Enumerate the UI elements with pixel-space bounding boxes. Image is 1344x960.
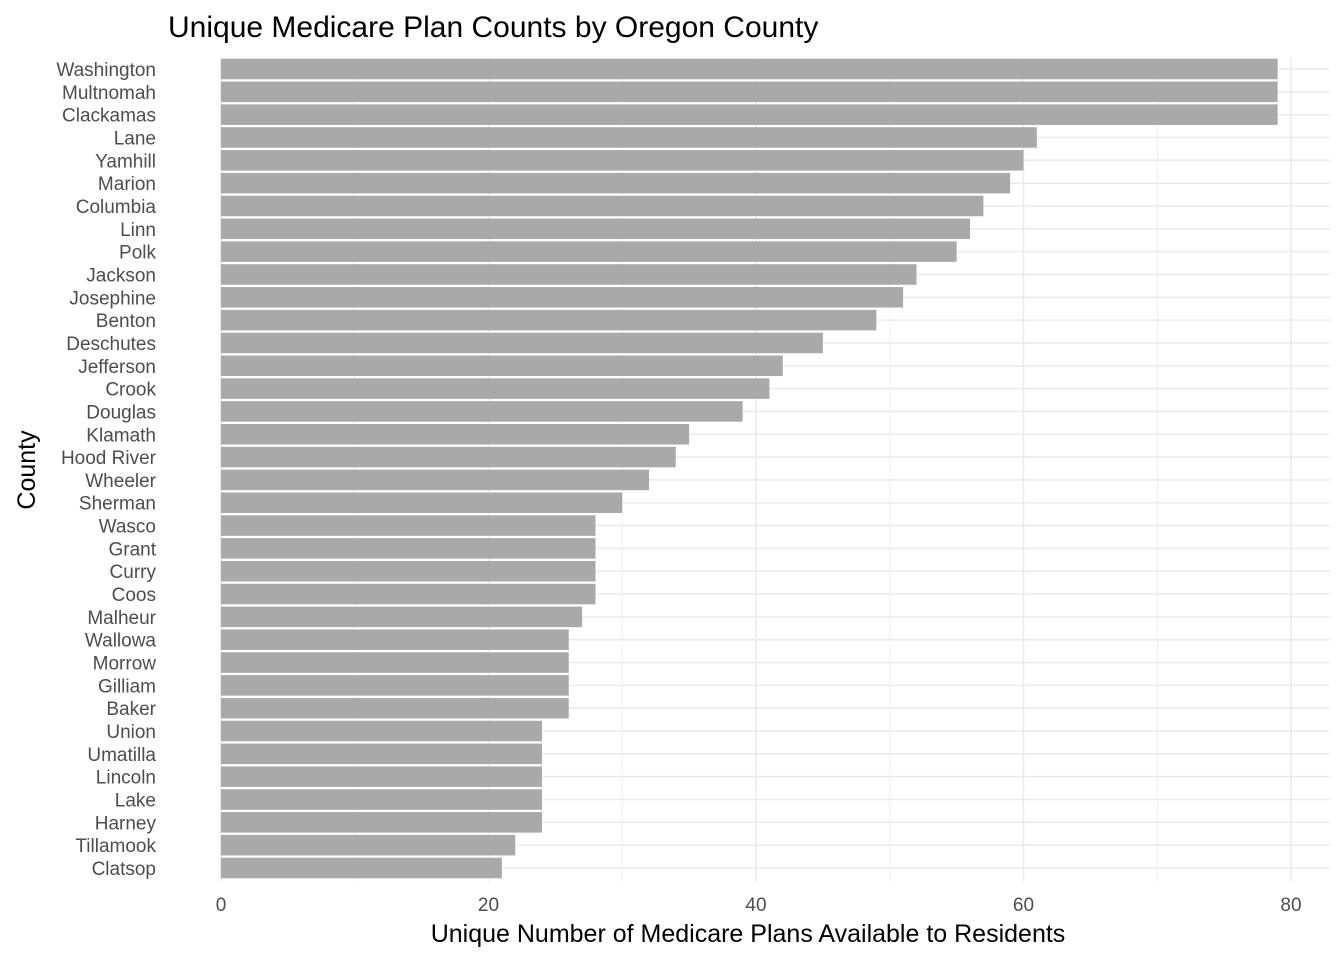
y-tick-label: Wallowa xyxy=(85,631,157,652)
y-tick-label: Lincoln xyxy=(96,768,156,789)
bar-josephine xyxy=(221,287,904,308)
bar-douglas xyxy=(221,401,743,422)
y-tick-label: Jackson xyxy=(86,265,156,286)
bar-lake xyxy=(221,789,542,810)
bar-columbia xyxy=(221,195,984,217)
x-tick-label: 0 xyxy=(216,895,227,916)
bar-harney xyxy=(221,812,542,833)
bar-wallowa xyxy=(221,629,569,650)
bar-lane xyxy=(221,127,1037,148)
bar-marion xyxy=(221,172,1011,194)
bar-klamath xyxy=(221,423,690,445)
y-tick-label: Baker xyxy=(106,699,156,720)
chart-title: Unique Medicare Plan Counts by Oregon Co… xyxy=(168,11,818,44)
y-tick-label: Gilliam xyxy=(98,676,156,697)
y-tick-label: Clatsop xyxy=(92,859,156,880)
bar-jefferson xyxy=(221,355,783,377)
bar-umatilla xyxy=(221,743,542,765)
y-tick-label: Linn xyxy=(120,220,156,241)
bar-jackson xyxy=(221,264,917,285)
y-tick-label: Deschutes xyxy=(66,334,156,355)
bar-hood-river xyxy=(221,446,676,468)
y-tick-label: Jefferson xyxy=(78,357,156,378)
y-tick-label: Yamhill xyxy=(95,151,156,172)
bar-baker xyxy=(221,697,569,719)
y-tick-label: Curry xyxy=(110,562,157,583)
bar-benton xyxy=(221,309,877,331)
y-tick-label: Washington xyxy=(56,60,156,81)
y-tick-label: Morrow xyxy=(93,654,157,675)
bar-clatsop xyxy=(221,857,502,879)
x-tick-label: 60 xyxy=(1013,895,1034,916)
y-tick-label: Wasco xyxy=(99,517,156,538)
y-tick-label: Sherman xyxy=(79,494,156,515)
bar-gilliam xyxy=(221,675,569,696)
bar-crook xyxy=(221,378,770,399)
y-tick-label: Josephine xyxy=(69,288,156,309)
bar-union xyxy=(221,720,542,742)
y-tick-label: Benton xyxy=(96,311,156,332)
y-tick-label: Harney xyxy=(95,813,157,834)
bar-sherman xyxy=(221,492,623,514)
y-tick-label: Clackamas xyxy=(62,106,156,127)
x-axis-title: Unique Number of Medicare Plans Availabl… xyxy=(431,920,1066,948)
bar-yamhill xyxy=(221,150,1024,171)
y-tick-label: Lane xyxy=(114,128,156,149)
bar-curry xyxy=(221,560,596,582)
bar-clackamas xyxy=(221,104,1278,125)
bar-polk xyxy=(221,241,957,262)
y-tick-label: Hood River xyxy=(61,448,157,469)
bar-grant xyxy=(221,538,596,559)
x-tick-labels: 0 20 40 60 80 xyxy=(216,895,1302,916)
y-tick-label: Umatilla xyxy=(87,745,156,766)
y-tick-label: Lake xyxy=(115,791,156,812)
x-tick-label: 20 xyxy=(478,895,499,916)
bar-morrow xyxy=(221,652,569,673)
y-tick-label: Columbia xyxy=(76,197,157,218)
y-tick-label: Douglas xyxy=(86,402,156,423)
bar-lincoln xyxy=(221,766,542,787)
bar-tillamook xyxy=(221,834,516,856)
bar-coos xyxy=(221,583,596,605)
y-tick-label: Crook xyxy=(105,380,156,401)
bar-washington xyxy=(221,58,1278,80)
y-tick-label: Multnomah xyxy=(62,83,156,104)
y-tick-label: Marion xyxy=(98,174,156,195)
bar-malheur xyxy=(221,606,583,628)
y-tick-label: Polk xyxy=(119,243,156,264)
y-tick-label: Union xyxy=(106,722,156,743)
bar-deschutes xyxy=(221,332,823,354)
y-tick-label: Malheur xyxy=(87,608,156,629)
y-axis-title: County xyxy=(13,430,41,510)
bar-multnomah xyxy=(221,81,1278,103)
y-tick-label: Klamath xyxy=(86,425,156,446)
y-tick-label: Wheeler xyxy=(85,471,156,492)
bar-wheeler xyxy=(221,469,649,491)
bar-wasco xyxy=(221,515,596,536)
bar-linn xyxy=(221,218,970,240)
y-tick-labels: WashingtonMultnomahClackamasLaneYamhillM… xyxy=(56,60,156,880)
y-tick-label: Coos xyxy=(112,585,156,606)
y-tick-label: Grant xyxy=(108,539,156,560)
y-tick-label: Tillamook xyxy=(75,836,156,857)
x-tick-label: 40 xyxy=(745,895,766,916)
x-tick-label: 80 xyxy=(1280,895,1301,916)
bars xyxy=(221,58,1278,879)
